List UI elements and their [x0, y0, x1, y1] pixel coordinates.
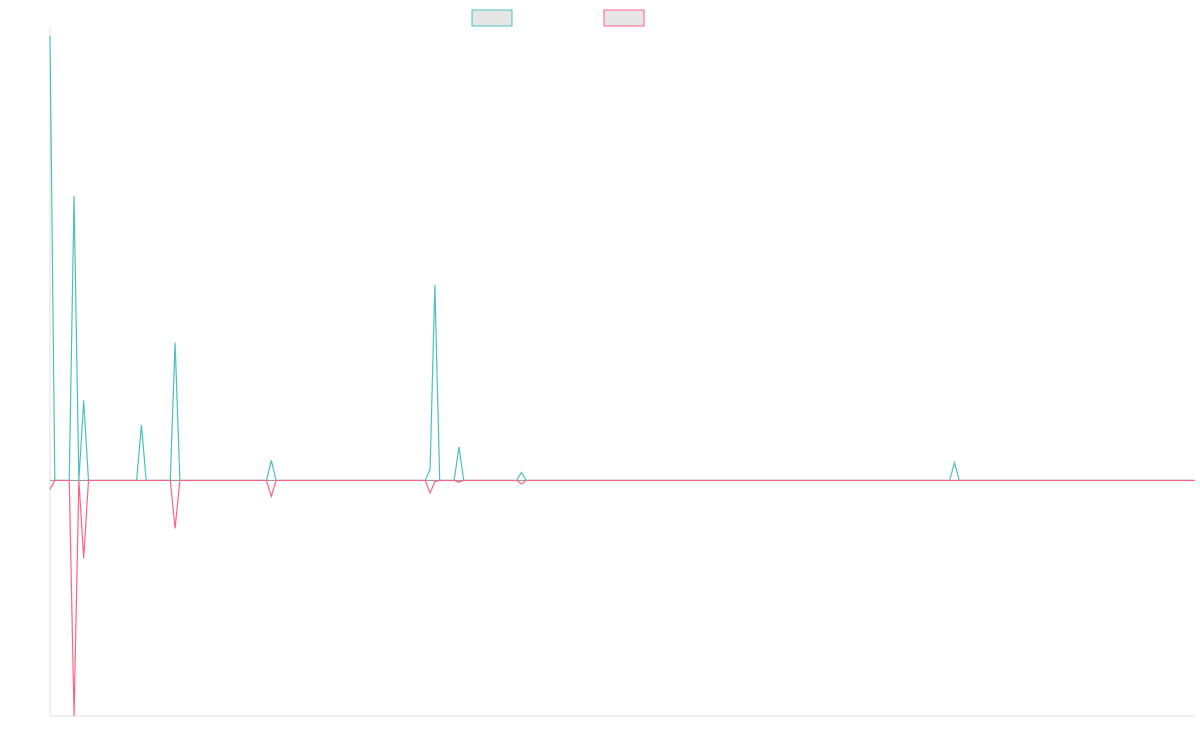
chart-legend	[471, 9, 645, 27]
series-line-1	[49, 35, 1195, 482]
chart-axes	[49, 28, 1195, 717]
plot-area	[49, 35, 1195, 717]
legend-swatch-series-2[interactable]	[603, 9, 645, 27]
series-line-2	[49, 479, 1195, 717]
legend-swatch-series-1[interactable]	[471, 9, 513, 27]
